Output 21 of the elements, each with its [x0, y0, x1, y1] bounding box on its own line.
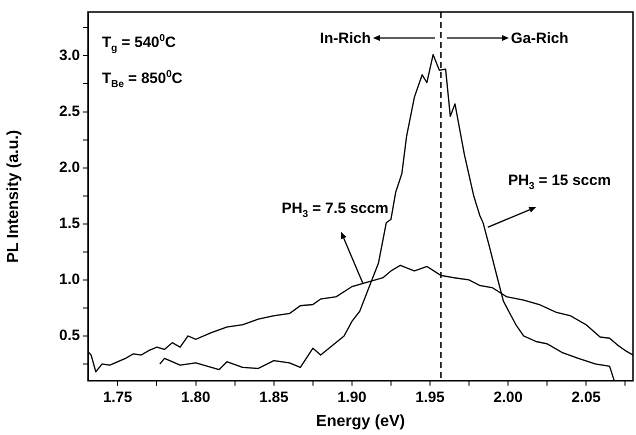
x-tick-label: 1.85 — [259, 388, 288, 406]
y-tick-label: 1.5 — [59, 215, 80, 232]
y-tick-label: 0.5 — [59, 327, 80, 344]
x-tick-label: 1.90 — [337, 388, 367, 406]
x-tick-label: 2.00 — [493, 388, 523, 406]
annotation: Ga-Rich — [510, 30, 568, 47]
x-tick-label: 1.95 — [415, 388, 445, 406]
x-tick-label: 2.05 — [572, 388, 601, 406]
y-axis-title: PL Intensity (a.u.) — [5, 130, 22, 263]
x-axis-title: Energy (eV) — [316, 412, 405, 430]
y-tick-label: 3.0 — [59, 46, 80, 64]
annotation: In-Rich — [320, 30, 371, 47]
y-tick-label: 1.0 — [59, 271, 80, 288]
text: PH$_{3}$ = 7.5 sccm — [282, 200, 389, 220]
y-tick-label: 2.0 — [59, 158, 80, 176]
x-tick-label: 1.75 — [103, 388, 132, 406]
annotation: T$_{g}$ = 540$^{0}$C — [102, 33, 176, 54]
y-tick-label: 2.5 — [59, 102, 80, 120]
x-tick-label: 1.80 — [181, 388, 210, 406]
text: PH$_{3}$ = 15 sccm — [508, 172, 611, 192]
annotation: T$_{Be}$ = 850$^{0}$C — [102, 69, 182, 90]
